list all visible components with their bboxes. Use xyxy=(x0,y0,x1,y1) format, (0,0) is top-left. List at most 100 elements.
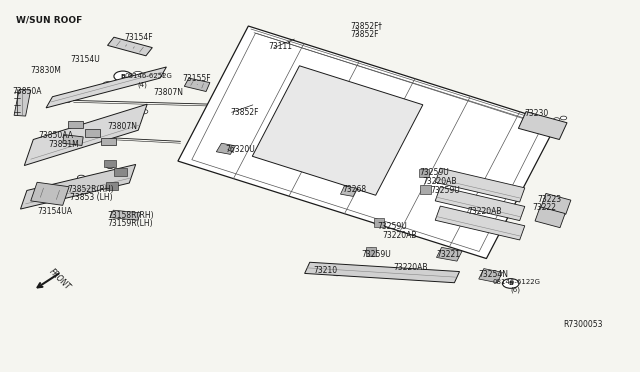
Polygon shape xyxy=(435,187,525,221)
Text: W/SUN ROOF: W/SUN ROOF xyxy=(16,16,83,25)
Text: 73852F: 73852F xyxy=(230,108,259,117)
Polygon shape xyxy=(20,164,136,209)
Text: 73850AA: 73850AA xyxy=(38,131,74,140)
Text: (4): (4) xyxy=(138,81,147,88)
Circle shape xyxy=(561,116,567,120)
Polygon shape xyxy=(46,67,166,108)
Polygon shape xyxy=(14,89,31,116)
Text: 73220AB: 73220AB xyxy=(422,177,457,186)
Circle shape xyxy=(54,132,61,137)
Polygon shape xyxy=(435,206,525,240)
Text: 73154U: 73154U xyxy=(70,55,100,64)
Text: B: B xyxy=(120,74,125,79)
Text: 73259U: 73259U xyxy=(362,250,391,259)
Polygon shape xyxy=(420,185,431,194)
Circle shape xyxy=(221,146,230,151)
Polygon shape xyxy=(366,247,376,256)
Polygon shape xyxy=(85,129,100,137)
Text: 73852F: 73852F xyxy=(351,22,380,31)
Circle shape xyxy=(518,126,525,129)
Circle shape xyxy=(547,119,553,123)
Polygon shape xyxy=(340,186,357,196)
Text: R7300053: R7300053 xyxy=(563,320,603,329)
Text: 73220AB: 73220AB xyxy=(394,263,428,272)
Text: 73853 (LH): 73853 (LH) xyxy=(70,193,113,202)
Text: 73268: 73268 xyxy=(342,185,367,194)
Circle shape xyxy=(444,251,452,256)
Circle shape xyxy=(426,272,436,278)
Circle shape xyxy=(106,164,114,169)
Circle shape xyxy=(63,98,71,103)
Text: 73259U: 73259U xyxy=(419,169,449,177)
Text: 73254N: 73254N xyxy=(479,270,509,279)
Polygon shape xyxy=(479,269,502,283)
Text: 73220AB: 73220AB xyxy=(383,231,417,240)
Text: 73155F: 73155F xyxy=(182,74,211,83)
Polygon shape xyxy=(305,262,460,283)
Polygon shape xyxy=(63,135,83,145)
Polygon shape xyxy=(518,112,567,140)
Polygon shape xyxy=(178,26,557,259)
Polygon shape xyxy=(252,66,423,195)
Circle shape xyxy=(379,271,389,277)
Polygon shape xyxy=(108,37,152,56)
Circle shape xyxy=(540,121,546,125)
Text: 73154UA: 73154UA xyxy=(37,207,72,216)
Text: 73850A: 73850A xyxy=(13,87,42,96)
Polygon shape xyxy=(114,168,127,176)
Polygon shape xyxy=(419,169,429,177)
Circle shape xyxy=(49,186,56,191)
Polygon shape xyxy=(184,78,210,92)
Circle shape xyxy=(77,175,85,180)
Text: (6): (6) xyxy=(511,287,521,294)
Circle shape xyxy=(108,85,116,90)
Circle shape xyxy=(133,71,143,77)
Circle shape xyxy=(532,122,539,126)
Circle shape xyxy=(156,72,164,77)
Polygon shape xyxy=(31,182,69,205)
Polygon shape xyxy=(436,247,462,261)
Text: 73807N: 73807N xyxy=(108,122,138,131)
Text: 73259U: 73259U xyxy=(430,186,460,195)
Text: 73221: 73221 xyxy=(436,250,461,259)
Circle shape xyxy=(525,124,532,128)
Text: 73831M: 73831M xyxy=(48,140,79,149)
Circle shape xyxy=(420,187,431,193)
Text: 73220AB: 73220AB xyxy=(467,207,502,216)
Text: FRONT: FRONT xyxy=(47,267,72,292)
Polygon shape xyxy=(106,182,118,190)
Text: 73230: 73230 xyxy=(525,109,549,118)
Text: 73158R(RH): 73158R(RH) xyxy=(108,211,154,220)
Circle shape xyxy=(18,100,26,105)
Text: 08146-6122G: 08146-6122G xyxy=(493,279,541,285)
Circle shape xyxy=(332,270,342,276)
Text: 08146-6252G: 08146-6252G xyxy=(125,73,173,79)
Text: 73111: 73111 xyxy=(269,42,293,51)
Polygon shape xyxy=(535,207,565,228)
Circle shape xyxy=(72,92,83,98)
Circle shape xyxy=(114,71,132,81)
Text: 73222: 73222 xyxy=(532,203,557,212)
Polygon shape xyxy=(541,193,571,214)
Text: B: B xyxy=(508,281,513,286)
Text: 76320U: 76320U xyxy=(225,145,255,154)
Text: 73210: 73210 xyxy=(314,266,338,275)
Polygon shape xyxy=(374,218,384,227)
Circle shape xyxy=(374,219,384,225)
Polygon shape xyxy=(101,138,116,145)
Text: 73259U: 73259U xyxy=(378,222,407,231)
Text: 73159R(LH): 73159R(LH) xyxy=(108,219,153,228)
Circle shape xyxy=(102,81,113,87)
Circle shape xyxy=(366,248,376,254)
Text: 73852F: 73852F xyxy=(351,30,380,39)
Polygon shape xyxy=(435,168,525,202)
Text: 73807N: 73807N xyxy=(154,88,184,97)
Circle shape xyxy=(99,121,106,125)
Circle shape xyxy=(344,189,353,194)
Text: 73830M: 73830M xyxy=(31,66,61,75)
Circle shape xyxy=(554,118,560,121)
Text: †: † xyxy=(378,22,381,31)
Circle shape xyxy=(140,109,148,114)
Polygon shape xyxy=(104,160,116,167)
Text: 73852R(RH): 73852R(RH) xyxy=(67,185,114,194)
